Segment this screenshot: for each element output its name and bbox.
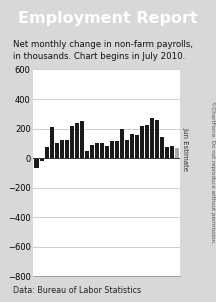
Text: Jun Estimate: Jun Estimate — [183, 127, 189, 171]
Bar — [110, 141, 114, 158]
Bar — [90, 145, 94, 158]
Bar — [120, 129, 124, 158]
Bar — [165, 147, 169, 158]
Bar — [125, 140, 129, 158]
Bar — [70, 126, 74, 158]
Bar — [145, 125, 149, 158]
Bar — [50, 127, 54, 158]
Bar — [155, 120, 159, 158]
Text: Data: Bureau of Labor Statistics: Data: Bureau of Labor Statistics — [13, 286, 141, 295]
Bar — [160, 137, 164, 158]
Bar — [150, 118, 154, 158]
Bar — [135, 135, 139, 158]
Bar — [130, 134, 134, 158]
Bar — [35, 158, 38, 168]
Text: Employment Report: Employment Report — [18, 11, 198, 26]
Bar — [85, 151, 89, 158]
Bar — [80, 121, 84, 158]
Text: ©ChartForce  Do not reproduce without permission.: ©ChartForce Do not reproduce without per… — [210, 101, 216, 244]
Bar — [65, 140, 69, 158]
Text: Net monthly change in non-farm payrolls,
in thousands. Chart begins in July 2010: Net monthly change in non-farm payrolls,… — [13, 40, 193, 61]
Bar — [60, 140, 64, 158]
Bar — [170, 146, 174, 158]
Bar — [115, 141, 119, 158]
Bar — [105, 146, 109, 158]
Bar — [175, 148, 179, 158]
Bar — [55, 143, 59, 158]
Bar — [100, 143, 104, 158]
Bar — [44, 147, 49, 158]
Bar — [140, 126, 144, 158]
Bar — [40, 158, 44, 161]
Bar — [75, 123, 79, 158]
Bar — [95, 143, 99, 158]
